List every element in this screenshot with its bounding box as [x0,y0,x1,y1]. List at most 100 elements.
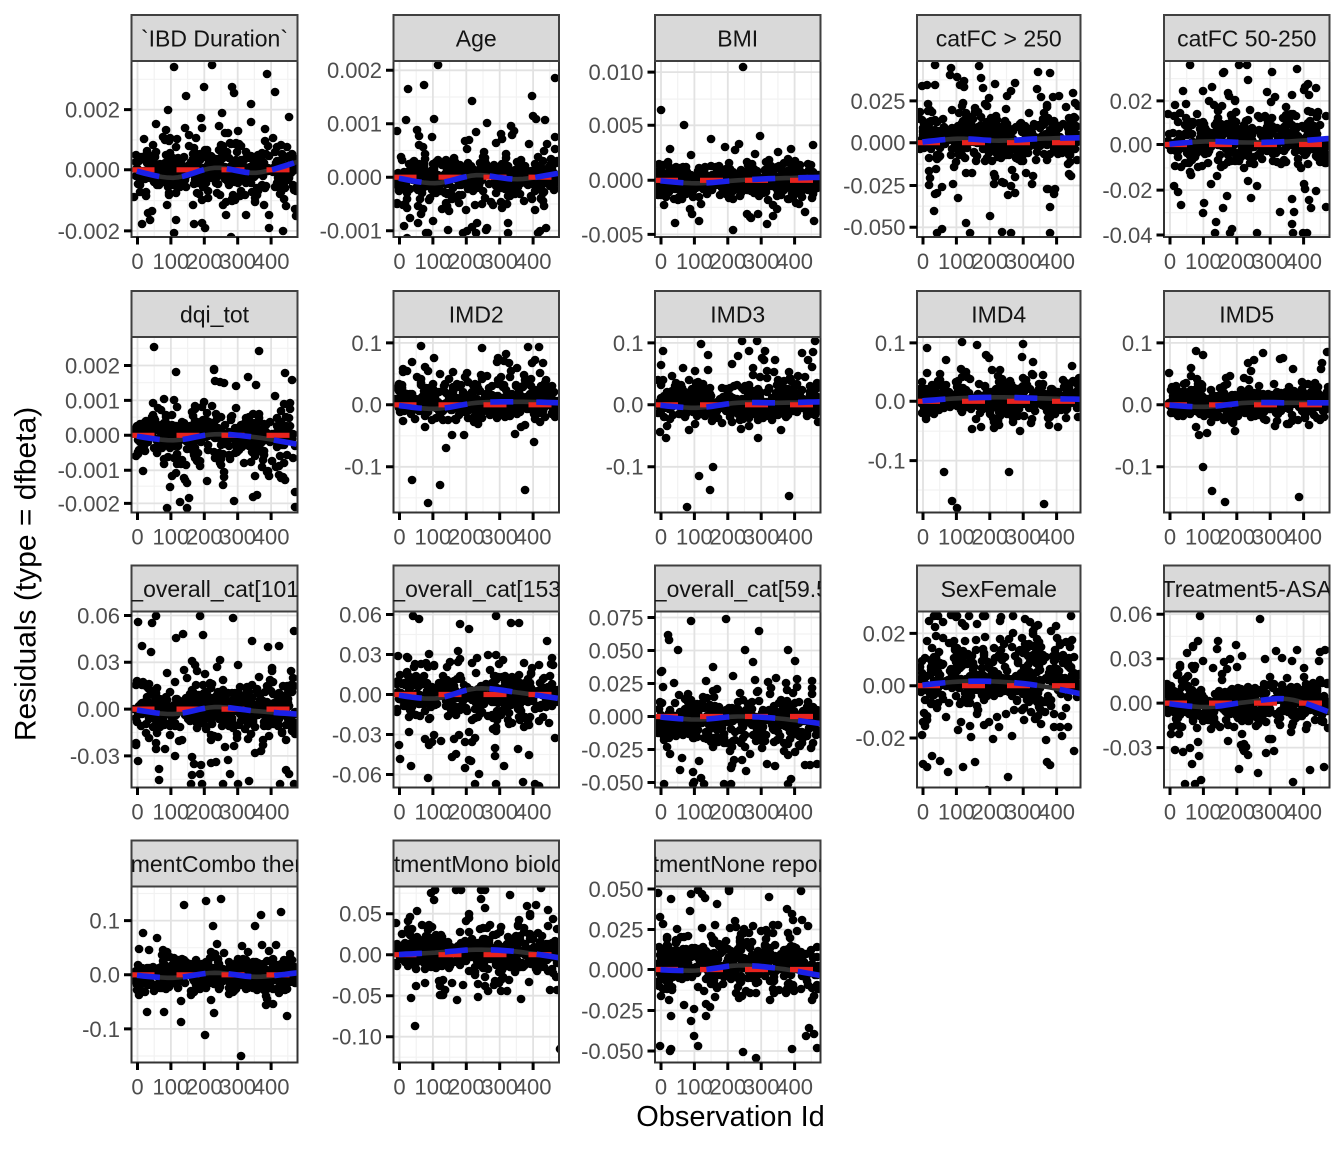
svg-text:0.075: 0.075 [588,605,643,630]
svg-text:0.0: 0.0 [1122,393,1153,418]
svg-text:300: 300 [1252,800,1289,825]
svg-text:0: 0 [1164,800,1176,825]
svg-text:300: 300 [743,800,780,825]
svg-text:400: 400 [1038,800,1075,825]
svg-text:400: 400 [776,1075,813,1100]
svg-text:0.1: 0.1 [89,909,120,934]
svg-text:0.050: 0.050 [588,877,643,902]
svg-text:400: 400 [253,525,290,550]
svg-text:0.025: 0.025 [850,89,905,114]
svg-text:0: 0 [131,249,143,274]
svg-text:-0.050: -0.050 [581,1039,643,1064]
svg-text:300: 300 [1005,800,1042,825]
svg-text:-0.1: -0.1 [82,1017,120,1042]
svg-text:IMD4: IMD4 [971,302,1026,328]
svg-text:0.0: 0.0 [351,393,382,418]
svg-text:200: 200 [971,525,1008,550]
svg-text:0: 0 [917,249,929,274]
svg-text:-0.025: -0.025 [581,998,643,1023]
svg-text:300: 300 [481,800,518,825]
svg-text:100: 100 [415,525,452,550]
svg-text:Treatment5-ASA: Treatment5-ASA [1162,576,1333,602]
svg-text:300: 300 [1252,525,1289,550]
svg-text:400: 400 [1038,249,1075,274]
svg-text:200: 200 [971,800,1008,825]
svg-text:-0.04: -0.04 [1102,223,1152,248]
svg-text:300: 300 [481,249,518,274]
svg-text:0: 0 [131,525,143,550]
svg-text:0.1: 0.1 [1122,331,1153,356]
svg-text:0.00: 0.00 [339,943,382,968]
svg-text:-0.1: -0.1 [1115,455,1153,480]
svg-text:-0.03: -0.03 [332,722,382,747]
svg-text:-0.02: -0.02 [1102,178,1152,203]
svg-text:200: 200 [709,525,746,550]
svg-text:200: 200 [1218,525,1255,550]
svg-text:100: 100 [153,249,190,274]
svg-text:100: 100 [415,1075,452,1100]
svg-text:0.000: 0.000 [850,131,905,156]
svg-text:100: 100 [1185,249,1222,274]
svg-text:TreatmentCombo therapy: TreatmentCombo therapy [78,851,340,877]
svg-text:0: 0 [1164,525,1176,550]
svg-text:0.1: 0.1 [351,331,382,356]
svg-text:300: 300 [1005,525,1042,550]
svg-text:100: 100 [415,800,452,825]
svg-text:TreatmentNone reported: TreatmentNone reported [606,851,857,877]
svg-text:200: 200 [448,249,485,274]
svg-text:-0.050: -0.050 [843,215,905,240]
svg-text:100: 100 [676,525,713,550]
svg-text:300: 300 [1005,249,1042,274]
svg-text:0.1: 0.1 [875,331,906,356]
svg-text:0: 0 [917,800,929,825]
svg-text:0.03: 0.03 [77,650,120,675]
svg-text:0.05: 0.05 [339,902,382,927]
svg-text:300: 300 [743,1075,780,1100]
svg-text:0: 0 [1164,249,1176,274]
svg-text:200: 200 [186,249,223,274]
svg-text:0.00: 0.00 [339,682,382,707]
svg-text:dqi_tot: dqi_tot [180,302,250,328]
svg-text:-0.1: -0.1 [606,455,644,480]
svg-text:200: 200 [448,525,485,550]
svg-text:0.03: 0.03 [339,642,382,667]
svg-text:0.000: 0.000 [65,158,120,183]
svg-text:400: 400 [253,249,290,274]
svg-text:300: 300 [219,249,256,274]
svg-text:100: 100 [938,249,975,274]
svg-text:-0.05: -0.05 [332,984,382,1009]
svg-text:0.06: 0.06 [1110,602,1153,627]
svg-text:-0.06: -0.06 [332,762,382,787]
svg-text:0.00: 0.00 [1110,132,1153,157]
svg-text:p_overall_cat[59.5,: p_overall_cat[59.5, [641,576,835,602]
svg-text:0.02: 0.02 [1110,89,1153,114]
svg-text:0.002: 0.002 [327,58,382,83]
svg-text:200: 200 [1218,249,1255,274]
svg-text:IMD5: IMD5 [1219,302,1274,328]
svg-text:400: 400 [1285,525,1322,550]
svg-text:400: 400 [515,525,552,550]
svg-text:0.00: 0.00 [1110,691,1153,716]
svg-text:400: 400 [515,249,552,274]
svg-text:0: 0 [655,249,667,274]
svg-text:0: 0 [131,1075,143,1100]
svg-text:300: 300 [219,1075,256,1100]
svg-text:-0.03: -0.03 [1102,736,1152,761]
svg-text:0: 0 [131,800,143,825]
svg-text:IMD3: IMD3 [710,302,765,328]
svg-text:p_overall_cat[101,: p_overall_cat[101, [118,576,306,602]
svg-text:100: 100 [153,1075,190,1100]
svg-text:Observation Id: Observation Id [636,1101,825,1133]
svg-text:0.005: 0.005 [588,113,643,138]
svg-text:0.002: 0.002 [65,353,120,378]
svg-text:0: 0 [393,1075,405,1100]
svg-text:300: 300 [219,800,256,825]
svg-text:0: 0 [917,525,929,550]
svg-text:catFC 50-250: catFC 50-250 [1177,26,1316,52]
svg-text:0: 0 [655,800,667,825]
svg-text:400: 400 [776,800,813,825]
svg-text:0.06: 0.06 [339,602,382,627]
svg-text:-0.002: -0.002 [58,491,120,516]
svg-text:0.002: 0.002 [65,98,120,123]
svg-text:400: 400 [1285,800,1322,825]
